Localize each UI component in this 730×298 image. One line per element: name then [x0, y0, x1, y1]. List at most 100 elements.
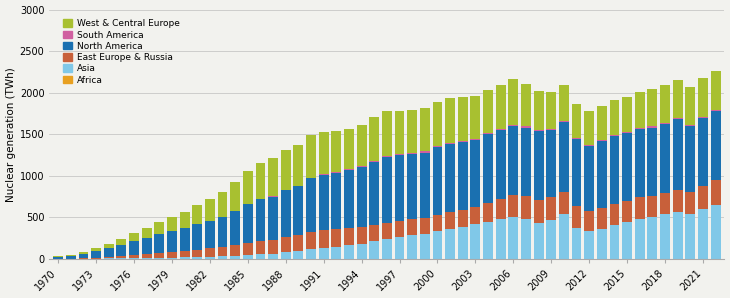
Bar [521, 84, 531, 126]
Bar [306, 178, 316, 232]
Bar [584, 211, 594, 231]
Bar [470, 258, 480, 259]
Bar [344, 245, 354, 258]
Bar [91, 251, 101, 258]
Bar [597, 141, 607, 208]
Bar [180, 212, 190, 228]
Bar [572, 258, 582, 259]
Bar [521, 219, 531, 258]
Bar [660, 258, 670, 259]
Bar [572, 139, 582, 206]
Bar [698, 258, 708, 259]
Bar [711, 71, 721, 110]
Bar [546, 92, 556, 129]
Bar [154, 253, 164, 258]
Bar [243, 255, 253, 258]
Bar [218, 247, 228, 256]
Bar [685, 125, 695, 126]
Bar [698, 78, 708, 117]
Bar [534, 130, 544, 131]
Bar [597, 229, 607, 258]
Bar [395, 258, 404, 259]
Bar [369, 162, 379, 225]
Bar [635, 129, 645, 198]
Bar [420, 234, 430, 258]
Bar [584, 258, 594, 259]
Bar [255, 241, 266, 254]
Bar [192, 205, 202, 224]
Bar [622, 97, 632, 132]
Bar [534, 223, 544, 258]
Bar [711, 258, 721, 259]
Bar [648, 89, 657, 126]
Bar [79, 252, 88, 254]
Bar [445, 212, 455, 229]
Bar [496, 130, 506, 199]
Bar [470, 224, 480, 258]
Bar [306, 134, 316, 178]
Bar [53, 256, 63, 257]
Bar [66, 256, 76, 259]
Bar [648, 217, 657, 258]
Bar [319, 248, 328, 258]
Bar [559, 122, 569, 192]
Bar [635, 258, 645, 259]
Bar [635, 92, 645, 128]
Bar [610, 225, 619, 258]
Bar [319, 230, 328, 248]
Bar [66, 255, 76, 256]
Bar [395, 111, 404, 154]
Bar [117, 256, 126, 258]
Bar [331, 173, 341, 229]
Bar [192, 257, 202, 259]
Bar [268, 158, 278, 196]
Bar [382, 111, 392, 156]
Bar [458, 141, 468, 142]
Bar [622, 132, 632, 133]
Bar [268, 240, 278, 254]
Bar [79, 254, 88, 258]
Bar [635, 198, 645, 219]
Bar [91, 249, 101, 251]
Bar [293, 186, 304, 235]
Bar [357, 243, 366, 258]
Bar [395, 156, 404, 221]
Bar [420, 218, 430, 234]
Bar [117, 245, 126, 256]
Bar [53, 257, 63, 259]
Bar [142, 258, 152, 259]
Bar [268, 254, 278, 258]
Bar [572, 206, 582, 228]
Bar [205, 248, 215, 257]
Bar [104, 244, 114, 248]
Bar [572, 138, 582, 139]
Bar [534, 131, 544, 200]
Bar [180, 257, 190, 259]
Bar [610, 204, 619, 225]
Bar [711, 111, 721, 180]
Bar [306, 232, 316, 249]
Bar [281, 258, 291, 259]
Bar [129, 233, 139, 241]
Bar [698, 186, 708, 209]
Bar [572, 228, 582, 258]
Bar [673, 258, 683, 259]
Bar [104, 248, 114, 257]
Bar [470, 207, 480, 224]
Bar [167, 257, 177, 259]
Bar [319, 174, 328, 175]
Bar [559, 85, 569, 121]
Bar [433, 258, 442, 259]
Bar [382, 157, 392, 223]
Bar [597, 140, 607, 141]
Bar [407, 219, 417, 235]
Bar [445, 144, 455, 212]
Bar [433, 231, 442, 258]
Bar [673, 190, 683, 212]
Bar [521, 258, 531, 259]
Bar [154, 222, 164, 234]
Bar [129, 255, 139, 258]
Bar [230, 245, 240, 256]
Bar [508, 217, 518, 258]
Bar [635, 219, 645, 258]
